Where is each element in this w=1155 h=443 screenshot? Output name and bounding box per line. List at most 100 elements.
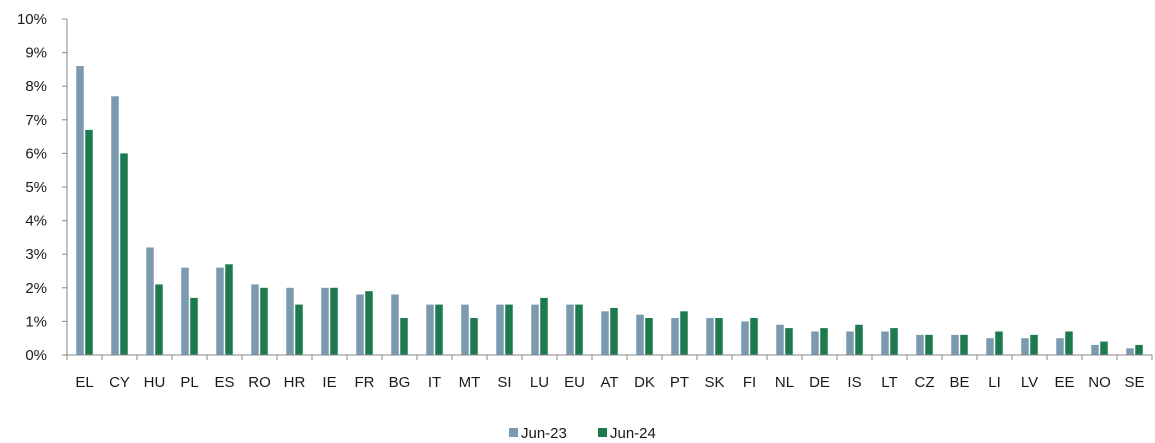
bar-jun-23-nl	[776, 324, 784, 355]
x-tick-label-fi: FI	[743, 374, 756, 391]
bar-jun-23-bg	[391, 294, 399, 355]
x-tick-label-mt: MT	[459, 374, 481, 391]
bar-jun-24-is	[855, 324, 863, 355]
x-tick-label-li: LI	[988, 374, 1001, 391]
x-tick-label-de: DE	[809, 374, 830, 391]
bar-jun-24-cz	[925, 334, 933, 355]
bar-jun-24-no	[1100, 341, 1108, 355]
legend-label-jun-24: Jun-24	[610, 425, 656, 442]
x-tick-label-ro: RO	[248, 374, 271, 391]
bar-jun-23-no	[1091, 344, 1099, 355]
x-tick-label-hr: HR	[284, 374, 306, 391]
bar-jun-23-si	[496, 304, 504, 355]
x-tick-label-se: SE	[1124, 374, 1144, 391]
bar-jun-24-hr	[295, 304, 303, 355]
x-tick-label-lv: LV	[1021, 374, 1038, 391]
y-tick-label: 3%	[25, 246, 47, 263]
bar-jun-23-ro	[251, 284, 259, 355]
y-tick-label: 5%	[25, 179, 47, 196]
x-tick-label-el: EL	[75, 374, 93, 391]
y-tick-label: 2%	[25, 280, 47, 297]
y-axis-ticks: 0% 1% 2% 3% 4% 5% 6% 7% 8% 9% 10%	[17, 11, 67, 364]
x-tick-label-pt: PT	[670, 374, 689, 391]
bar-jun-24-at	[610, 307, 618, 355]
bar-jun-24-hu	[155, 284, 163, 355]
x-tick-label-ee: EE	[1054, 374, 1074, 391]
bar-jun-24-dk	[645, 318, 653, 355]
bar-jun-23-is	[846, 331, 854, 355]
x-tick-label-lt: LT	[881, 374, 897, 391]
x-tick-label-be: BE	[949, 374, 969, 391]
x-tick-label-dk: DK	[634, 374, 655, 391]
bar-jun-23-mt	[461, 304, 469, 355]
bar-jun-24-fi	[750, 318, 758, 355]
bar-jun-24-mt	[470, 318, 478, 355]
bar-jun-24-pt	[680, 311, 688, 355]
legend-swatch-jun-24	[598, 428, 607, 437]
legend-label-jun-23: Jun-23	[521, 425, 567, 442]
bar-jun-23-el	[76, 66, 84, 355]
bar-jun-23-sk	[706, 318, 714, 355]
x-tick-label-no: NO	[1088, 374, 1111, 391]
legend: Jun-23 Jun-24	[509, 425, 656, 442]
bar-jun-24-lv	[1030, 334, 1038, 355]
x-tick-label-bg: BG	[389, 374, 411, 391]
bar-jun-23-eu	[566, 304, 574, 355]
bar-jun-24-lt	[890, 328, 898, 355]
bar-jun-24-ro	[260, 287, 268, 355]
bar-jun-24-si	[505, 304, 513, 355]
bar-jun-24-be	[960, 334, 968, 355]
bars	[76, 66, 1143, 355]
x-tick-label-cz: CZ	[915, 374, 935, 391]
x-tick-label-lu: LU	[530, 374, 549, 391]
bar-jun-23-lt	[881, 331, 889, 355]
legend-swatch-jun-23	[509, 428, 518, 437]
bar-jun-23-se	[1126, 348, 1134, 355]
bar-jun-24-cy	[120, 153, 128, 355]
x-tick-label-es: ES	[214, 374, 234, 391]
bar-jun-24-eu	[575, 304, 583, 355]
bar-jun-23-cz	[916, 334, 924, 355]
bar-jun-23-li	[986, 338, 994, 355]
x-tick-label-at: AT	[600, 374, 618, 391]
bar-jun-24-li	[995, 331, 1003, 355]
bar-jun-24-es	[225, 264, 233, 355]
y-tick-label: 0%	[25, 347, 47, 364]
x-tick-label-sk: SK	[704, 374, 724, 391]
bar-jun-23-es	[216, 267, 224, 355]
x-tick-label-hu: HU	[144, 374, 166, 391]
x-tick-label-it: IT	[428, 374, 441, 391]
y-tick-label: 10%	[17, 11, 47, 28]
bar-jun-23-hu	[146, 247, 154, 355]
bar-jun-23-ie	[321, 287, 329, 355]
bar-jun-24-ie	[330, 287, 338, 355]
x-tick-label-cy: CY	[109, 374, 130, 391]
x-tick-label-nl: NL	[775, 374, 794, 391]
x-tick-label-pl: PL	[180, 374, 198, 391]
y-tick-label: 6%	[25, 145, 47, 162]
x-tick-label-ie: IE	[322, 374, 336, 391]
bar-jun-23-it	[426, 304, 434, 355]
y-tick-label: 4%	[25, 213, 47, 230]
y-tick-label: 9%	[25, 45, 47, 62]
x-tick-label-si: SI	[497, 374, 511, 391]
bar-jun-24-lu	[540, 297, 548, 355]
bar-jun-24-it	[435, 304, 443, 355]
y-tick-label: 1%	[25, 313, 47, 330]
x-tick-label-eu: EU	[564, 374, 585, 391]
bar-jun-23-fi	[741, 321, 749, 355]
bar-jun-23-pt	[671, 318, 679, 355]
bar-jun-24-de	[820, 328, 828, 355]
bar-jun-23-at	[601, 311, 609, 355]
bar-jun-24-nl	[785, 328, 793, 355]
x-tick-label-fr: FR	[355, 374, 375, 391]
x-axis-ticks: EL CY HU PL ES RO HR IE FR BG IT MT SI LU EU AT DK PT SK FI…	[66, 355, 1153, 391]
bar-jun-23-fr	[356, 294, 364, 355]
bar-jun-23-ee	[1056, 338, 1064, 355]
bar-jun-23-cy	[111, 96, 119, 355]
bar-jun-24-pl	[190, 297, 198, 355]
bar-jun-24-se	[1135, 344, 1143, 355]
bar-jun-23-be	[951, 334, 959, 355]
bar-jun-23-pl	[181, 267, 189, 355]
